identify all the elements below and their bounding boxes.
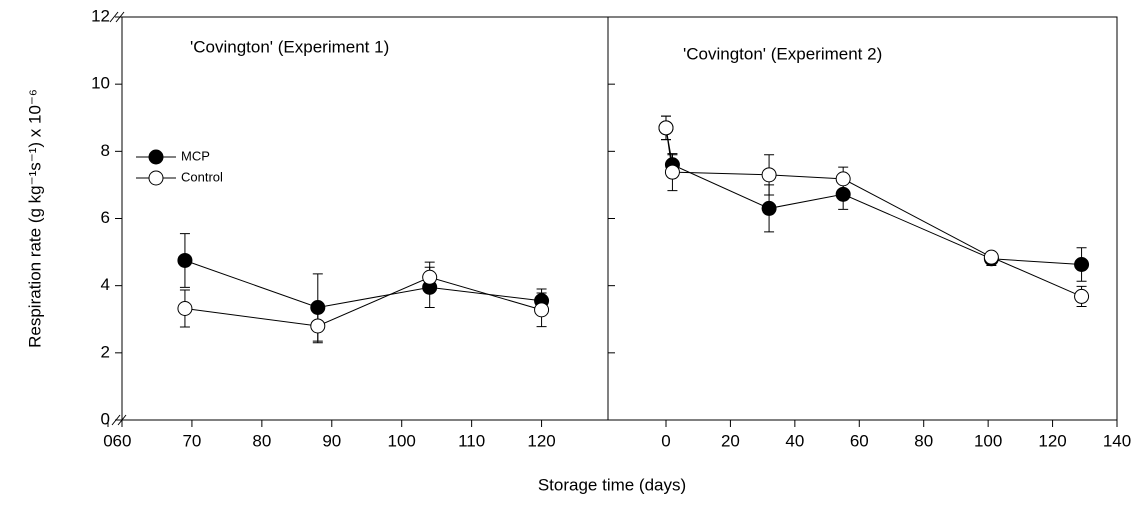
y-tick-label: 0 bbox=[101, 409, 110, 428]
series-line bbox=[184, 260, 542, 309]
panel-frame bbox=[121, 16, 609, 421]
marker bbox=[664, 164, 680, 180]
x-tick-label: 70 bbox=[182, 431, 201, 450]
y-tick-label: 10 bbox=[91, 74, 110, 93]
marker bbox=[422, 269, 438, 285]
panel-title: 'Covington' (Experiment 2) bbox=[683, 44, 882, 63]
marker bbox=[1074, 288, 1090, 304]
marker bbox=[177, 252, 193, 268]
x-tick-label: 90 bbox=[322, 431, 341, 450]
y-tick-label: 2 bbox=[101, 342, 110, 361]
x-tick-label: 60 bbox=[113, 431, 132, 450]
x-tick-label: 110 bbox=[458, 431, 485, 450]
marker bbox=[177, 301, 193, 317]
y-axis-label: Respiration rate (g kg⁻¹s⁻¹) x 10⁻⁶ bbox=[25, 89, 44, 348]
x-tick-label: 20 bbox=[721, 431, 740, 450]
marker bbox=[761, 200, 777, 216]
legend-marker bbox=[148, 149, 164, 165]
marker bbox=[310, 318, 326, 334]
marker bbox=[658, 120, 674, 136]
marker bbox=[835, 186, 851, 202]
x-tick-label: 80 bbox=[914, 431, 933, 450]
x-tick-label: 120 bbox=[1038, 431, 1066, 450]
panel-title: 'Covington' (Experiment 1) bbox=[190, 37, 389, 56]
x-tick-label: 120 bbox=[527, 431, 555, 450]
marker bbox=[983, 249, 999, 265]
marker bbox=[835, 171, 851, 187]
y-tick-label: 6 bbox=[101, 208, 110, 227]
y-tick-label: 4 bbox=[101, 275, 110, 294]
x-tick-label: 140 bbox=[1103, 431, 1131, 450]
marker bbox=[534, 302, 550, 318]
panel-frame bbox=[607, 16, 1118, 421]
legend-label: MCP bbox=[181, 148, 210, 163]
series-line bbox=[184, 276, 542, 327]
x-tick-label: 60 bbox=[850, 431, 869, 450]
x-tick-label: 0 bbox=[103, 431, 112, 450]
x-axis-label: Storage time (days) bbox=[538, 475, 686, 494]
x-tick-label: 100 bbox=[974, 431, 1002, 450]
legend-marker bbox=[148, 170, 164, 186]
y-tick-label: 12 bbox=[91, 6, 110, 25]
marker bbox=[310, 299, 326, 315]
x-tick-label: 80 bbox=[252, 431, 271, 450]
legend-label: Control bbox=[181, 169, 223, 184]
x-tick-label: 0 bbox=[661, 431, 670, 450]
y-tick-label: 8 bbox=[101, 141, 110, 160]
x-tick-label: 40 bbox=[785, 431, 804, 450]
x-tick-label: 100 bbox=[388, 431, 416, 450]
series-line bbox=[665, 127, 1082, 266]
marker bbox=[1074, 257, 1090, 273]
series-line bbox=[665, 127, 1082, 297]
marker bbox=[761, 167, 777, 183]
